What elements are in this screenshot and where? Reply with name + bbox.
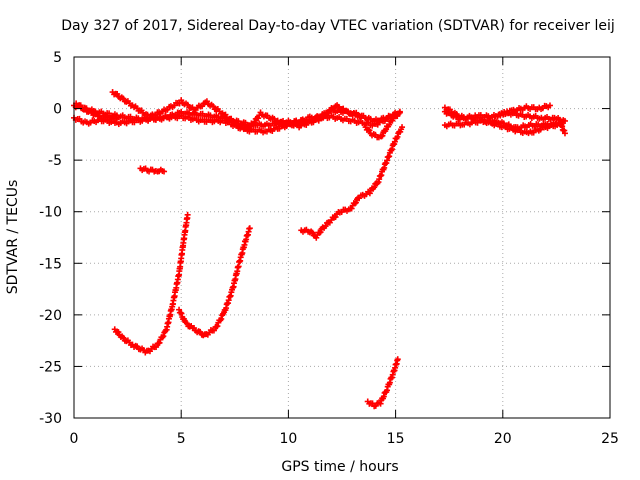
data-point bbox=[246, 126, 253, 133]
plot-border bbox=[73, 56, 611, 419]
data-point bbox=[377, 400, 384, 407]
data-point bbox=[371, 184, 378, 191]
data-point bbox=[317, 229, 324, 236]
data-point bbox=[358, 113, 365, 120]
data-point bbox=[210, 327, 217, 334]
y-tick-label: -25 bbox=[39, 359, 62, 375]
data-point bbox=[218, 315, 225, 322]
data-point bbox=[394, 133, 401, 140]
data-point bbox=[351, 200, 358, 207]
y-tick-label: -20 bbox=[39, 308, 62, 324]
data-point bbox=[348, 205, 355, 212]
data-point bbox=[313, 234, 320, 241]
data-point bbox=[322, 223, 329, 230]
x-tick-label: 10 bbox=[279, 431, 297, 447]
data-point bbox=[251, 119, 258, 126]
data-point bbox=[113, 115, 120, 122]
data-point bbox=[332, 214, 339, 221]
data-point bbox=[160, 333, 167, 340]
data-point bbox=[177, 309, 184, 316]
x-tick-label: 20 bbox=[494, 431, 512, 447]
data-point bbox=[394, 356, 401, 363]
y-axis-label: SDTVAR / TECUs bbox=[5, 180, 21, 295]
data-point bbox=[246, 225, 253, 232]
y-tick-label: 0 bbox=[53, 102, 62, 118]
data-point bbox=[561, 130, 568, 137]
x-tick-label: 0 bbox=[70, 431, 79, 447]
y-tick-label: -15 bbox=[39, 256, 62, 272]
data-point bbox=[386, 121, 393, 128]
data-point bbox=[214, 323, 221, 330]
data-point bbox=[115, 329, 122, 336]
data-point bbox=[546, 102, 553, 109]
y-tick-label: -5 bbox=[48, 153, 62, 169]
data-point bbox=[176, 306, 183, 313]
data-point bbox=[156, 339, 163, 346]
x-axis-ticks: 0 5 10 15 20 25 bbox=[70, 57, 619, 447]
x-tick-label: 25 bbox=[601, 431, 619, 447]
data-point bbox=[399, 124, 406, 131]
data-point bbox=[396, 109, 403, 116]
chart-title: Day 327 of 2017, Sidereal Day-to-day VTE… bbox=[61, 18, 615, 34]
x-axis-label: GPS time / hours bbox=[281, 459, 398, 475]
x-tick-label: 5 bbox=[177, 431, 186, 447]
data-point bbox=[203, 98, 210, 105]
y-tick-label: 5 bbox=[53, 50, 62, 66]
y-axis-ticks: 5 0 -5 -10 -15 -20 -25 -30 bbox=[39, 50, 610, 427]
y-tick-label: -30 bbox=[39, 411, 62, 427]
data-point bbox=[228, 116, 235, 123]
data-point bbox=[255, 115, 262, 122]
data-point bbox=[379, 132, 386, 139]
data-point bbox=[82, 105, 89, 112]
data-point bbox=[352, 199, 359, 206]
x-tick-label: 15 bbox=[387, 431, 405, 447]
data-point bbox=[184, 211, 191, 218]
data-points bbox=[71, 89, 568, 410]
data-point bbox=[380, 393, 387, 400]
data-point bbox=[366, 190, 373, 197]
data-point bbox=[153, 344, 160, 351]
data-point bbox=[161, 168, 168, 175]
y-tick-label: -10 bbox=[39, 205, 62, 221]
data-point bbox=[366, 127, 373, 134]
data-point bbox=[178, 310, 185, 317]
